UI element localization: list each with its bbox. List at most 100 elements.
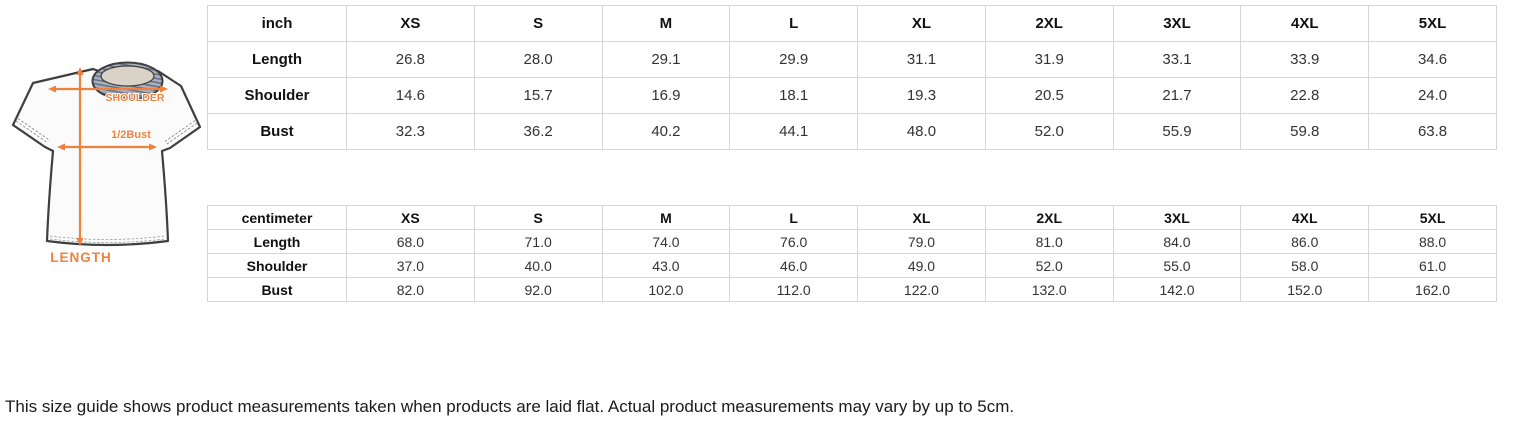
value-cell: 55.9 (1112, 113, 1242, 150)
value-cell: 81.0 (984, 229, 1114, 254)
value-cell: 86.0 (1240, 229, 1370, 254)
length-arrow (76, 67, 84, 246)
size-guide-note: This size guide shows product measuremen… (5, 397, 1015, 416)
bust-arrow (57, 143, 157, 151)
value-cell: 14.6 (346, 77, 475, 114)
size-column-header: S (473, 5, 603, 42)
value-cell: 48.0 (857, 113, 986, 150)
value-cell: 18.1 (729, 77, 859, 114)
table-row: Bust 32.3 36.2 40.2 44.1 48.0 52.0 55.9 59.8 63.8 (207, 113, 1497, 150)
size-column-header: XL (857, 5, 986, 42)
value-cell: 76.0 (729, 229, 859, 254)
size-column-header: XL (857, 205, 986, 230)
value-cell: 102.0 (601, 277, 731, 302)
cuff-stitching (15, 118, 198, 145)
shoulder-arrow (48, 85, 168, 93)
size-column-header: 4XL (1240, 205, 1370, 230)
value-cell: 59.8 (1240, 113, 1370, 150)
value-cell: 31.1 (857, 41, 986, 78)
value-cell: 71.0 (473, 229, 603, 254)
size-tables: inch XS S M L XL 2XL 3XL 4XL 5XL Length 26.8 28.0 29.… (207, 5, 1497, 302)
header-row: centimeter XS S M L XL 2XL 3XL 4XL 5XL (207, 205, 1497, 230)
size-column-header: L (729, 205, 859, 230)
value-cell: 63.8 (1368, 113, 1497, 150)
value-cell: 33.9 (1240, 41, 1370, 78)
size-column-header: 2XL (984, 5, 1114, 42)
value-cell: 21.7 (1112, 77, 1242, 114)
value-cell: 26.8 (346, 41, 475, 78)
value-cell: 15.7 (473, 77, 603, 114)
size-column-header: 4XL (1240, 5, 1370, 42)
value-cell: 28.0 (473, 41, 603, 78)
collar-opening (100, 65, 155, 87)
value-cell: 16.9 (601, 77, 731, 114)
row-label-cell: Length (207, 229, 347, 254)
value-cell: 58.0 (1240, 253, 1370, 278)
row-label-cell: Shoulder (207, 253, 347, 278)
tshirt-diagram: SHOULDER 1/2Bust LENGTH (5, 55, 205, 270)
row-label-cell: Shoulder (207, 77, 347, 114)
value-cell: 55.0 (1112, 253, 1242, 278)
row-label-cell: Bust (207, 113, 347, 150)
value-cell: 22.8 (1240, 77, 1370, 114)
value-cell: 29.1 (601, 41, 731, 78)
value-cell: 79.0 (857, 229, 986, 254)
value-cell: 152.0 (1240, 277, 1370, 302)
value-cell: 46.0 (729, 253, 859, 278)
length-label: LENGTH (50, 250, 112, 265)
inch-size-table: inch XS S M L XL 2XL 3XL 4XL 5XL Length 26.8 28.0 29.… (207, 5, 1497, 150)
value-cell: 31.9 (984, 41, 1114, 78)
shoulder-label: SHOULDER (106, 92, 165, 104)
size-column-header: M (601, 205, 731, 230)
size-column-header: 3XL (1112, 205, 1242, 230)
table-row: Length 68.0 71.0 74.0 76.0 79.0 81.0 84.0 86.0 88… (207, 229, 1497, 254)
value-cell: 52.0 (984, 113, 1114, 150)
row-label-cell: Bust (207, 277, 347, 302)
value-cell: 88.0 (1368, 229, 1497, 254)
value-cell: 33.1 (1112, 41, 1242, 78)
value-cell: 92.0 (473, 277, 603, 302)
value-cell: 19.3 (857, 77, 986, 114)
measurement-arrows (48, 67, 168, 246)
value-cell: 32.3 (346, 113, 475, 150)
unit-label-cell: centimeter (207, 205, 347, 230)
size-column-header: XS (346, 205, 475, 230)
size-column-header: 5XL (1368, 205, 1497, 230)
row-label-cell: Length (207, 41, 347, 78)
size-column-header: M (601, 5, 731, 42)
table-row: Shoulder 37.0 40.0 43.0 46.0 49.0 52.0 55.0 58.0… (207, 253, 1497, 278)
size-column-header: XS (346, 5, 475, 42)
table-row: Length 26.8 28.0 29.1 29.9 31.1 31.9 33.1 33.9 34… (207, 41, 1497, 78)
value-cell: 44.1 (729, 113, 859, 150)
value-cell: 122.0 (857, 277, 986, 302)
size-column-header: L (729, 5, 859, 42)
half-bust-label: 1/2Bust (111, 129, 151, 141)
value-cell: 24.0 (1368, 77, 1497, 114)
value-cell: 37.0 (346, 253, 475, 278)
value-cell: 36.2 (473, 113, 603, 150)
size-column-header: S (473, 205, 603, 230)
value-cell: 20.5 (984, 77, 1114, 114)
value-cell: 68.0 (346, 229, 475, 254)
value-cell: 40.0 (473, 253, 603, 278)
value-cell: 132.0 (984, 277, 1114, 302)
hem-stitching (49, 235, 166, 243)
value-cell: 162.0 (1368, 277, 1497, 302)
header-row: inch XS S M L XL 2XL 3XL 4XL 5XL (207, 5, 1497, 42)
tshirt-icon: SHOULDER 1/2Bust LENGTH (11, 61, 202, 266)
size-column-header: 3XL (1112, 5, 1242, 42)
size-column-header: 2XL (984, 205, 1114, 230)
value-cell: 74.0 (601, 229, 731, 254)
table-row: Shoulder 14.6 15.7 16.9 18.1 19.3 20.5 21.7 22.8… (207, 77, 1497, 114)
value-cell: 84.0 (1112, 229, 1242, 254)
size-column-header: 5XL (1368, 5, 1497, 42)
table-row: Bust 82.0 92.0 102.0 112.0 122.0 132.0 142.0 152… (207, 277, 1497, 302)
value-cell: 112.0 (729, 277, 859, 302)
value-cell: 49.0 (857, 253, 986, 278)
value-cell: 61.0 (1368, 253, 1497, 278)
value-cell: 52.0 (984, 253, 1114, 278)
value-cell: 82.0 (346, 277, 475, 302)
value-cell: 29.9 (729, 41, 859, 78)
unit-label-cell: inch (207, 5, 347, 42)
